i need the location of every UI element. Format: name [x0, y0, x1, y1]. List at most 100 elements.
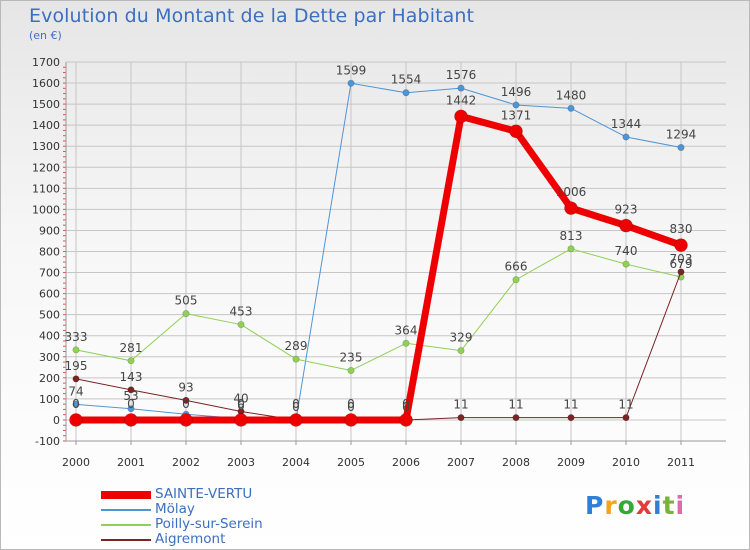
series-line-3: [76, 112, 683, 424]
series-point: [402, 89, 410, 97]
series-point: [457, 84, 465, 92]
data-label: 0: [347, 400, 355, 414]
data-label: 1576: [446, 68, 477, 82]
legend-item: Mölay: [101, 502, 263, 517]
data-label: 289: [285, 339, 308, 353]
x-tick-label: 2003: [227, 456, 255, 469]
logo-letter: x: [635, 491, 653, 520]
data-label: 703: [670, 252, 693, 266]
series-point: [619, 218, 633, 233]
y-tick-label: 1400: [32, 119, 60, 132]
legend-swatch: [101, 523, 151, 526]
chart-subtitle: (en €): [29, 29, 62, 42]
series-line-2: [75, 271, 682, 421]
logo-letter: o: [617, 491, 636, 520]
x-tick-label: 2000: [62, 456, 90, 469]
data-label: 740: [615, 244, 638, 258]
data-label: 0: [292, 397, 300, 411]
series-point: [292, 355, 300, 363]
data-label: 11: [453, 398, 468, 412]
y-tick-label: 600: [39, 288, 60, 301]
data-label: 11: [508, 398, 523, 412]
data-label: 1371: [501, 108, 532, 122]
series-point: [677, 143, 685, 151]
x-tick-label: 2011: [667, 456, 695, 469]
data-label: 1442: [446, 93, 477, 107]
y-tick-label: 900: [39, 224, 60, 237]
series-point: [182, 310, 190, 318]
series-point: [237, 321, 245, 329]
data-label: 923: [615, 203, 638, 217]
series-point: [127, 405, 135, 413]
chart-title: Evolution du Montant de la Dette par Hab…: [29, 5, 475, 27]
x-tick-label: 2008: [502, 456, 530, 469]
legend-item: SAINTE-VERTU: [101, 487, 263, 502]
y-tick-label: 400: [39, 330, 60, 343]
series-point: [127, 386, 135, 394]
series-point: [457, 347, 465, 355]
data-label: 333: [65, 330, 88, 344]
x-tick-label: 2006: [392, 456, 420, 469]
y-tick-label: 1500: [32, 98, 60, 111]
series-point: [182, 396, 190, 404]
series-point: [567, 104, 575, 112]
data-label: 1554: [391, 73, 422, 87]
series-point: [509, 124, 523, 139]
series-point: [72, 346, 80, 354]
data-label: 1599: [336, 63, 367, 77]
y-tick-label: 800: [39, 246, 60, 259]
y-tick-label: 1300: [32, 140, 60, 153]
legend-label: Aigremont: [155, 531, 226, 547]
series-point: [512, 276, 520, 284]
x-tick-label: 2010: [612, 456, 640, 469]
legend-label: Poilly-sur-Serein: [155, 516, 263, 532]
data-label: 1496: [501, 85, 532, 99]
legend-label: SAINTE-VERTU: [155, 486, 253, 502]
series-point: [564, 201, 578, 215]
logo-letter: r: [604, 491, 618, 520]
x-tick-label: 2001: [117, 456, 145, 469]
series-point: [454, 109, 468, 124]
series-point: [677, 268, 685, 276]
series-point: [512, 101, 520, 109]
x-tick-label: 2002: [172, 456, 200, 469]
data-label: 93: [178, 380, 193, 394]
data-label: 11: [618, 398, 633, 412]
y-tick-label: 500: [39, 309, 60, 322]
series-point: [622, 414, 630, 422]
series-point: [234, 413, 248, 427]
series-point: [69, 413, 83, 427]
series-point: [567, 245, 575, 253]
data-label: 505: [175, 294, 198, 308]
data-label: 1480: [556, 88, 587, 102]
x-tick-label: 2007: [447, 456, 475, 469]
series-point: [512, 414, 520, 422]
logo-letter: i: [653, 491, 663, 520]
series-point: [72, 375, 80, 383]
data-label: 11: [563, 398, 578, 412]
series-point: [127, 357, 135, 365]
y-tick-label: 200: [39, 372, 60, 385]
y-tick-label: 1600: [32, 77, 60, 90]
x-tick-label: 2005: [337, 456, 365, 469]
y-tick-label: 1100: [32, 182, 60, 195]
series-point: [622, 133, 630, 141]
series-point: [344, 413, 358, 427]
data-label: 666: [505, 260, 528, 274]
y-tick-label: 0: [53, 414, 60, 427]
y-tick-label: 700: [39, 267, 60, 280]
y-tick-label: 100: [39, 393, 60, 406]
y-tick-label: 1700: [32, 56, 60, 69]
legend-swatch: [101, 490, 151, 499]
x-tick-label: 2009: [557, 456, 585, 469]
legend-swatch: [101, 538, 151, 541]
data-label: 195: [65, 359, 88, 373]
data-label: 830: [670, 222, 693, 236]
x-tick-label: 2004: [282, 456, 310, 469]
series-line-1: [75, 248, 682, 371]
data-label: 0: [72, 397, 80, 411]
data-label: 813: [560, 229, 583, 243]
series-point: [674, 238, 688, 252]
